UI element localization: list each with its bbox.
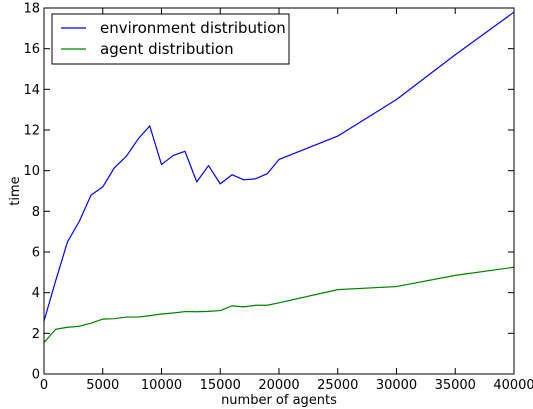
x-tick-label: 5000 bbox=[86, 378, 119, 393]
y-tick-label: 0 bbox=[32, 368, 40, 383]
y-tick-label: 6 bbox=[32, 246, 40, 261]
x-tick-label: 20000 bbox=[258, 378, 299, 393]
legend-label-environment-distribution: environment distribution bbox=[100, 19, 286, 37]
x-tick-label: 40000 bbox=[493, 378, 533, 393]
y-axis-label: time bbox=[8, 176, 23, 205]
x-axis-label: number of agents bbox=[221, 393, 337, 408]
x-tick-label: 35000 bbox=[435, 378, 476, 393]
y-tick-label: 4 bbox=[32, 286, 40, 301]
y-tick-label: 8 bbox=[32, 205, 40, 220]
y-tick-label: 12 bbox=[23, 124, 40, 139]
series-line-environment-distribution bbox=[43, 11, 515, 322]
x-tick-label: 15000 bbox=[200, 378, 241, 393]
y-tick-label: 2 bbox=[32, 327, 40, 342]
x-tick-label: 0 bbox=[40, 378, 48, 393]
series-line-agent-distribution bbox=[43, 266, 515, 343]
tick-layer: 0 5000 10000 15000 20000 25000 30000 35000 40000… bbox=[23, 2, 533, 394]
x-tick-label: 10000 bbox=[141, 378, 182, 393]
series-layer bbox=[43, 11, 515, 343]
legend-frame bbox=[51, 13, 290, 65]
legend-label-agent-distribution: agent distribution bbox=[100, 40, 234, 58]
y-tick-label: 10 bbox=[23, 164, 40, 179]
x-tick-label: 25000 bbox=[317, 378, 358, 393]
y-tick-label: 18 bbox=[23, 2, 40, 17]
y-tick-label: 14 bbox=[23, 83, 40, 98]
y-tick-label: 16 bbox=[23, 42, 40, 57]
x-tick-label: 30000 bbox=[376, 378, 417, 393]
legend: environment distribution agent distribut… bbox=[51, 13, 290, 65]
